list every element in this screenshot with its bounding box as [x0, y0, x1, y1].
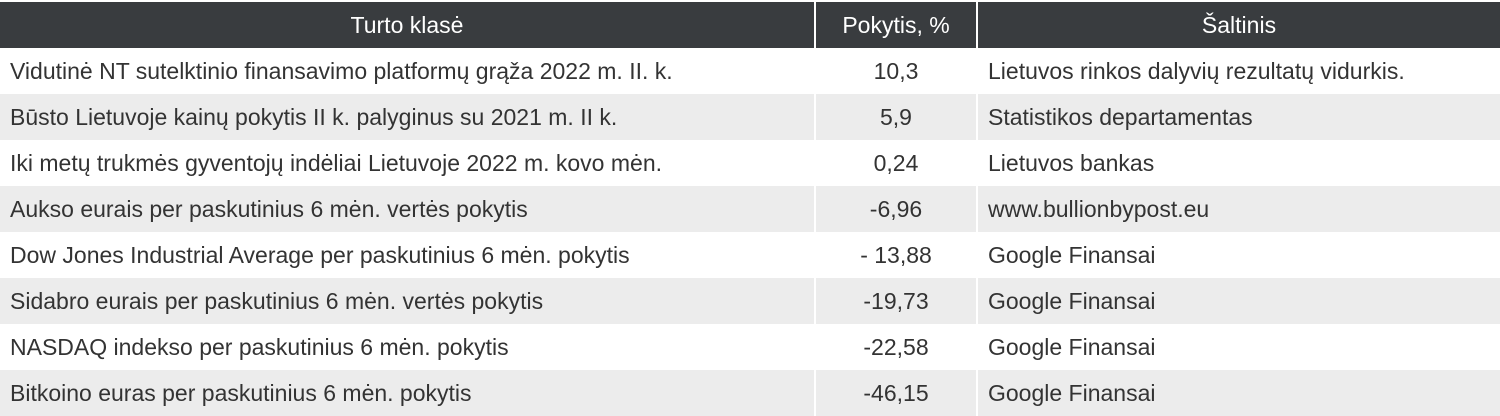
table-row: Bitkoino euras per paskutinius 6 mėn. po… — [0, 370, 1500, 416]
source-cell: Google Finansai — [976, 324, 1500, 370]
asset-cell: NASDAQ indekso per paskutinius 6 mėn. po… — [10, 333, 509, 360]
table-body: Vidutinė NT sutelktinio finansavimo plat… — [0, 48, 1500, 416]
source-cell: www.bullionbypost.eu — [976, 186, 1500, 232]
change-cell: 10,3 — [814, 48, 977, 94]
asset-cell: Sidabro eurais per paskutinius 6 mėn. ve… — [0, 278, 815, 324]
table-row: Dow Jones Industrial Average per paskuti… — [0, 232, 1500, 278]
change-cell: 0,24 — [814, 140, 977, 186]
asset-cell: Vidutinė NT sutelktinio finansavimo plat… — [10, 57, 673, 84]
source-cell: Google Finansai — [976, 370, 1500, 416]
source-cell: Lietuvos bankas — [976, 140, 1500, 186]
source-cell: Statistikos departamentas — [976, 94, 1500, 140]
header-row: Turto klasė Pokytis, % Šaltinis — [0, 2, 1500, 48]
header-cell: Turto klasė — [0, 2, 815, 48]
asset-cell: Aukso eurais per paskutinius 6 mėn. vert… — [0, 186, 815, 232]
asset-cell: Iki metų trukmės gyventojų indėliai Liet… — [10, 149, 662, 176]
asset-cell: Būsto Lietuvoje kainų pokytis II k. paly… — [0, 94, 815, 140]
source-cell: Google Finansai — [976, 278, 1500, 324]
header-cell: Pokytis, % — [814, 2, 977, 48]
table-row: Sidabro eurais per paskutinius 6 mėn. ve… — [0, 278, 1500, 324]
asset-cell: Dow Jones Industrial Average per paskuti… — [10, 241, 630, 268]
table-row: Vidutinė NT sutelktinio finansavimo plat… — [0, 48, 1500, 94]
change-cell: -22,58 — [814, 324, 977, 370]
source-cell: Google Finansai — [976, 232, 1500, 278]
table-row: NASDAQ indekso per paskutinius 6 mėn. po… — [0, 324, 1500, 370]
change-cell: 5,9 — [814, 94, 977, 140]
header-cell: Šaltinis — [976, 2, 1500, 48]
table-row: Aukso eurais per paskutinius 6 mėn. vert… — [0, 186, 1500, 232]
change-cell: -6,96 — [814, 186, 977, 232]
source-cell: Lietuvos rinkos dalyvių rezultatų vidurk… — [976, 48, 1500, 94]
table-row: Iki metų trukmės gyventojų indėliai Liet… — [0, 140, 1500, 186]
change-cell: -46,15 — [814, 370, 977, 416]
change-cell: - 13,88 — [814, 232, 977, 278]
change-cell: -19,73 — [814, 278, 977, 324]
asset-cell: Bitkoino euras per paskutinius 6 mėn. po… — [0, 370, 815, 416]
table-row: Būsto Lietuvoje kainų pokytis II k. paly… — [0, 94, 1500, 140]
